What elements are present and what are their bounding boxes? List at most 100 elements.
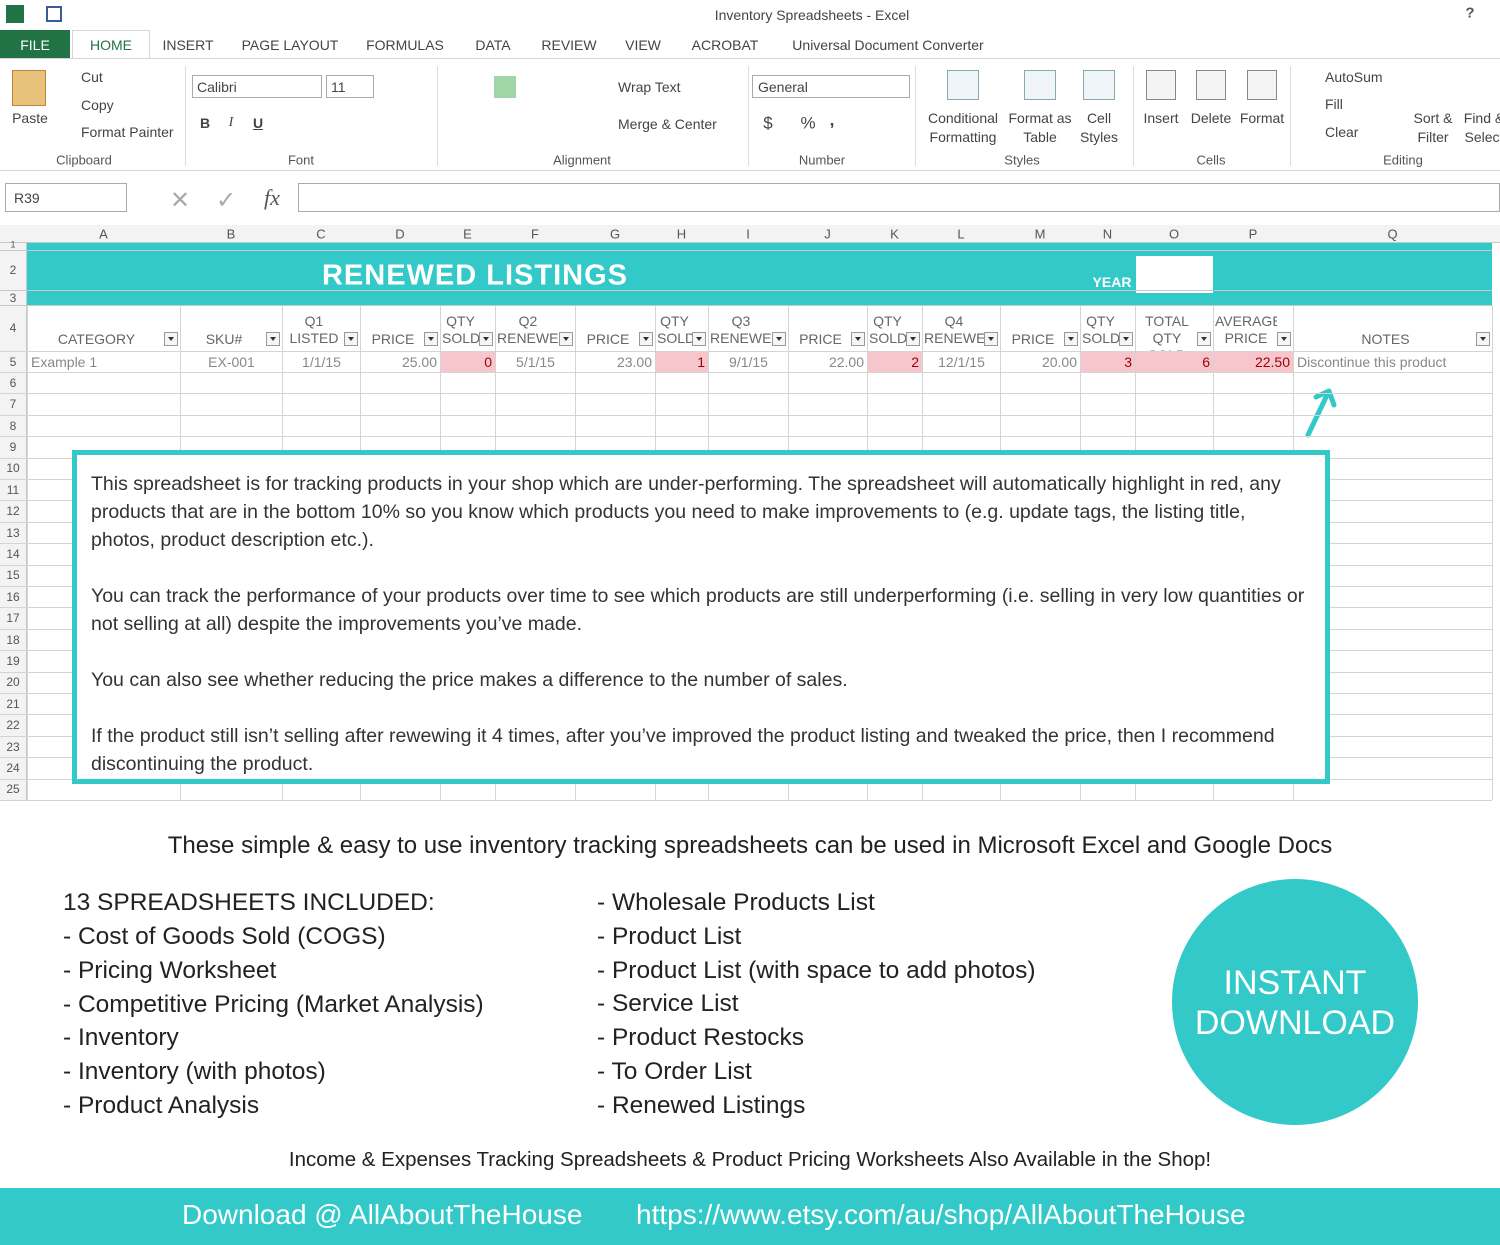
row-header[interactable]: 24 — [6, 760, 20, 775]
find-select-button[interactable]: Select — [1464, 129, 1500, 145]
style-button[interactable]: Conditional — [927, 110, 999, 126]
data-cell[interactable]: 22.50 — [1214, 352, 1293, 372]
row-header[interactable]: 10 — [6, 461, 20, 476]
column-header[interactable]: D — [395, 226, 405, 242]
row-header[interactable]: 11 — [6, 482, 20, 497]
data-cell[interactable]: 2 — [868, 352, 922, 372]
fill-button[interactable]: Fill — [1325, 96, 1343, 112]
data-cell[interactable]: 23.00 — [616, 354, 652, 370]
row-header[interactable]: 15 — [6, 568, 20, 583]
cells-button[interactable]: Insert — [1143, 110, 1179, 126]
formula-input[interactable] — [298, 183, 1500, 212]
filter-button[interactable] — [1197, 332, 1211, 346]
ribbon-tab[interactable]: DATA — [475, 37, 511, 53]
column-header[interactable]: E — [463, 226, 472, 242]
data-cell[interactable]: 9/1/15 — [729, 354, 768, 370]
wrap-text-button[interactable]: Wrap Text — [618, 79, 681, 95]
style-button[interactable]: Format as — [1008, 110, 1072, 126]
filter-button[interactable] — [1277, 332, 1291, 346]
cells-button[interactable]: Delete — [1190, 110, 1232, 126]
data-cell[interactable]: 22.00 — [828, 354, 864, 370]
row-header[interactable]: 2 — [9, 263, 17, 277]
row-header[interactable]: 13 — [6, 525, 20, 540]
row-header[interactable]: 8 — [9, 418, 17, 433]
ribbon-tab[interactable]: PAGE LAYOUT — [241, 37, 339, 53]
ribbon-tab[interactable]: VIEW — [625, 37, 661, 53]
paste-button[interactable]: Paste — [12, 110, 48, 126]
cancel-icon[interactable]: ✕ — [170, 187, 191, 214]
row-header[interactable]: 22 — [6, 718, 20, 733]
autosum-button[interactable]: AutoSum — [1325, 69, 1383, 85]
name-box-text[interactable]: R39 — [14, 190, 40, 206]
row-header[interactable]: 4 — [9, 321, 17, 335]
filter-button[interactable] — [772, 332, 786, 346]
row-header[interactable]: 1 — [10, 239, 16, 249]
row-header[interactable]: 12 — [6, 504, 20, 519]
filter-button[interactable] — [344, 332, 358, 346]
row-header[interactable]: 3 — [9, 290, 17, 305]
data-cell[interactable]: 25.00 — [401, 354, 437, 370]
badge-text[interactable]: INSTANT — [1223, 964, 1367, 1002]
filter-button[interactable] — [266, 332, 280, 346]
data-cell[interactable]: 3 — [1081, 352, 1135, 372]
bold-button[interactable]: B — [199, 115, 211, 131]
font-size-box[interactable] — [326, 75, 374, 98]
ribbon-tab[interactable]: ACROBAT — [691, 37, 759, 53]
underline-button[interactable]: U — [252, 115, 264, 131]
row-header[interactable]: 7 — [9, 397, 17, 412]
format-painter-button[interactable]: Format Painter — [81, 124, 174, 140]
data-cell[interactable]: 1/1/15 — [302, 354, 341, 370]
column-header[interactable]: K — [890, 226, 899, 242]
data-cell[interactable]: 20.00 — [1041, 354, 1077, 370]
badge-text[interactable]: DOWNLOAD — [1194, 1004, 1396, 1042]
column-header[interactable]: J — [824, 226, 831, 242]
comma-button[interactable]: , — [829, 110, 835, 130]
help-button[interactable]: ? — [1465, 4, 1475, 22]
column-header[interactable]: M — [1034, 226, 1046, 242]
data-cell[interactable]: EX-001 — [208, 354, 255, 370]
ribbon-tab[interactable]: REVIEW — [541, 37, 597, 53]
save-icon[interactable] — [46, 6, 62, 22]
row-header[interactable]: 18 — [6, 632, 20, 647]
column-header[interactable]: I — [746, 226, 750, 242]
cut-button[interactable]: Cut — [81, 69, 103, 85]
find-select-button[interactable]: Find & — [1463, 110, 1500, 126]
filter-button[interactable] — [1476, 332, 1490, 346]
filter-button[interactable] — [479, 332, 493, 346]
file-tab-bg[interactable] — [0, 30, 70, 58]
column-header[interactable]: A — [99, 226, 108, 242]
font-size[interactable]: 11 — [331, 79, 346, 95]
row-header[interactable]: 5 — [9, 354, 17, 369]
filter-button[interactable] — [639, 332, 653, 346]
ribbon-tab[interactable]: FORMULAS — [366, 37, 444, 53]
style-button[interactable]: Cell — [1086, 110, 1112, 126]
font-name[interactable]: Calibri — [197, 79, 237, 95]
style-button[interactable]: Table — [1023, 129, 1057, 145]
sort-filter-button[interactable]: Sort & — [1413, 110, 1453, 126]
ribbon-tab[interactable]: HOME — [90, 37, 132, 53]
filter-button[interactable] — [1119, 332, 1133, 346]
column-header[interactable]: N — [1102, 226, 1113, 242]
column-header[interactable]: G — [609, 226, 621, 242]
column-header[interactable]: O — [1168, 226, 1180, 242]
row-header[interactable]: 14 — [6, 546, 20, 561]
column-header[interactable]: L — [957, 226, 965, 242]
number-format[interactable]: General — [758, 79, 808, 95]
merge-center-button[interactable]: Merge & Center — [618, 116, 717, 132]
style-button[interactable]: Styles — [1079, 129, 1119, 145]
filter-button[interactable] — [424, 332, 438, 346]
enter-icon[interactable]: ✓ — [216, 187, 237, 214]
footer-link[interactable]: https://www.etsy.com/au/shop/AllAboutThe… — [636, 1199, 1246, 1230]
data-cell[interactable]: 12/1/15 — [938, 354, 985, 370]
filter-button[interactable] — [984, 332, 998, 346]
cells-button[interactable]: Format — [1239, 110, 1285, 126]
filter-button[interactable] — [906, 332, 920, 346]
ribbon-tab[interactable]: INSERT — [162, 37, 214, 53]
filter-button[interactable] — [851, 332, 865, 346]
style-button[interactable]: Formatting — [929, 129, 997, 145]
filter-button[interactable] — [692, 332, 706, 346]
data-cell[interactable]: 0 — [441, 352, 495, 372]
clear-button[interactable]: Clear — [1325, 124, 1359, 140]
row-header[interactable]: 21 — [6, 696, 20, 711]
italic-button[interactable]: I — [228, 115, 234, 130]
